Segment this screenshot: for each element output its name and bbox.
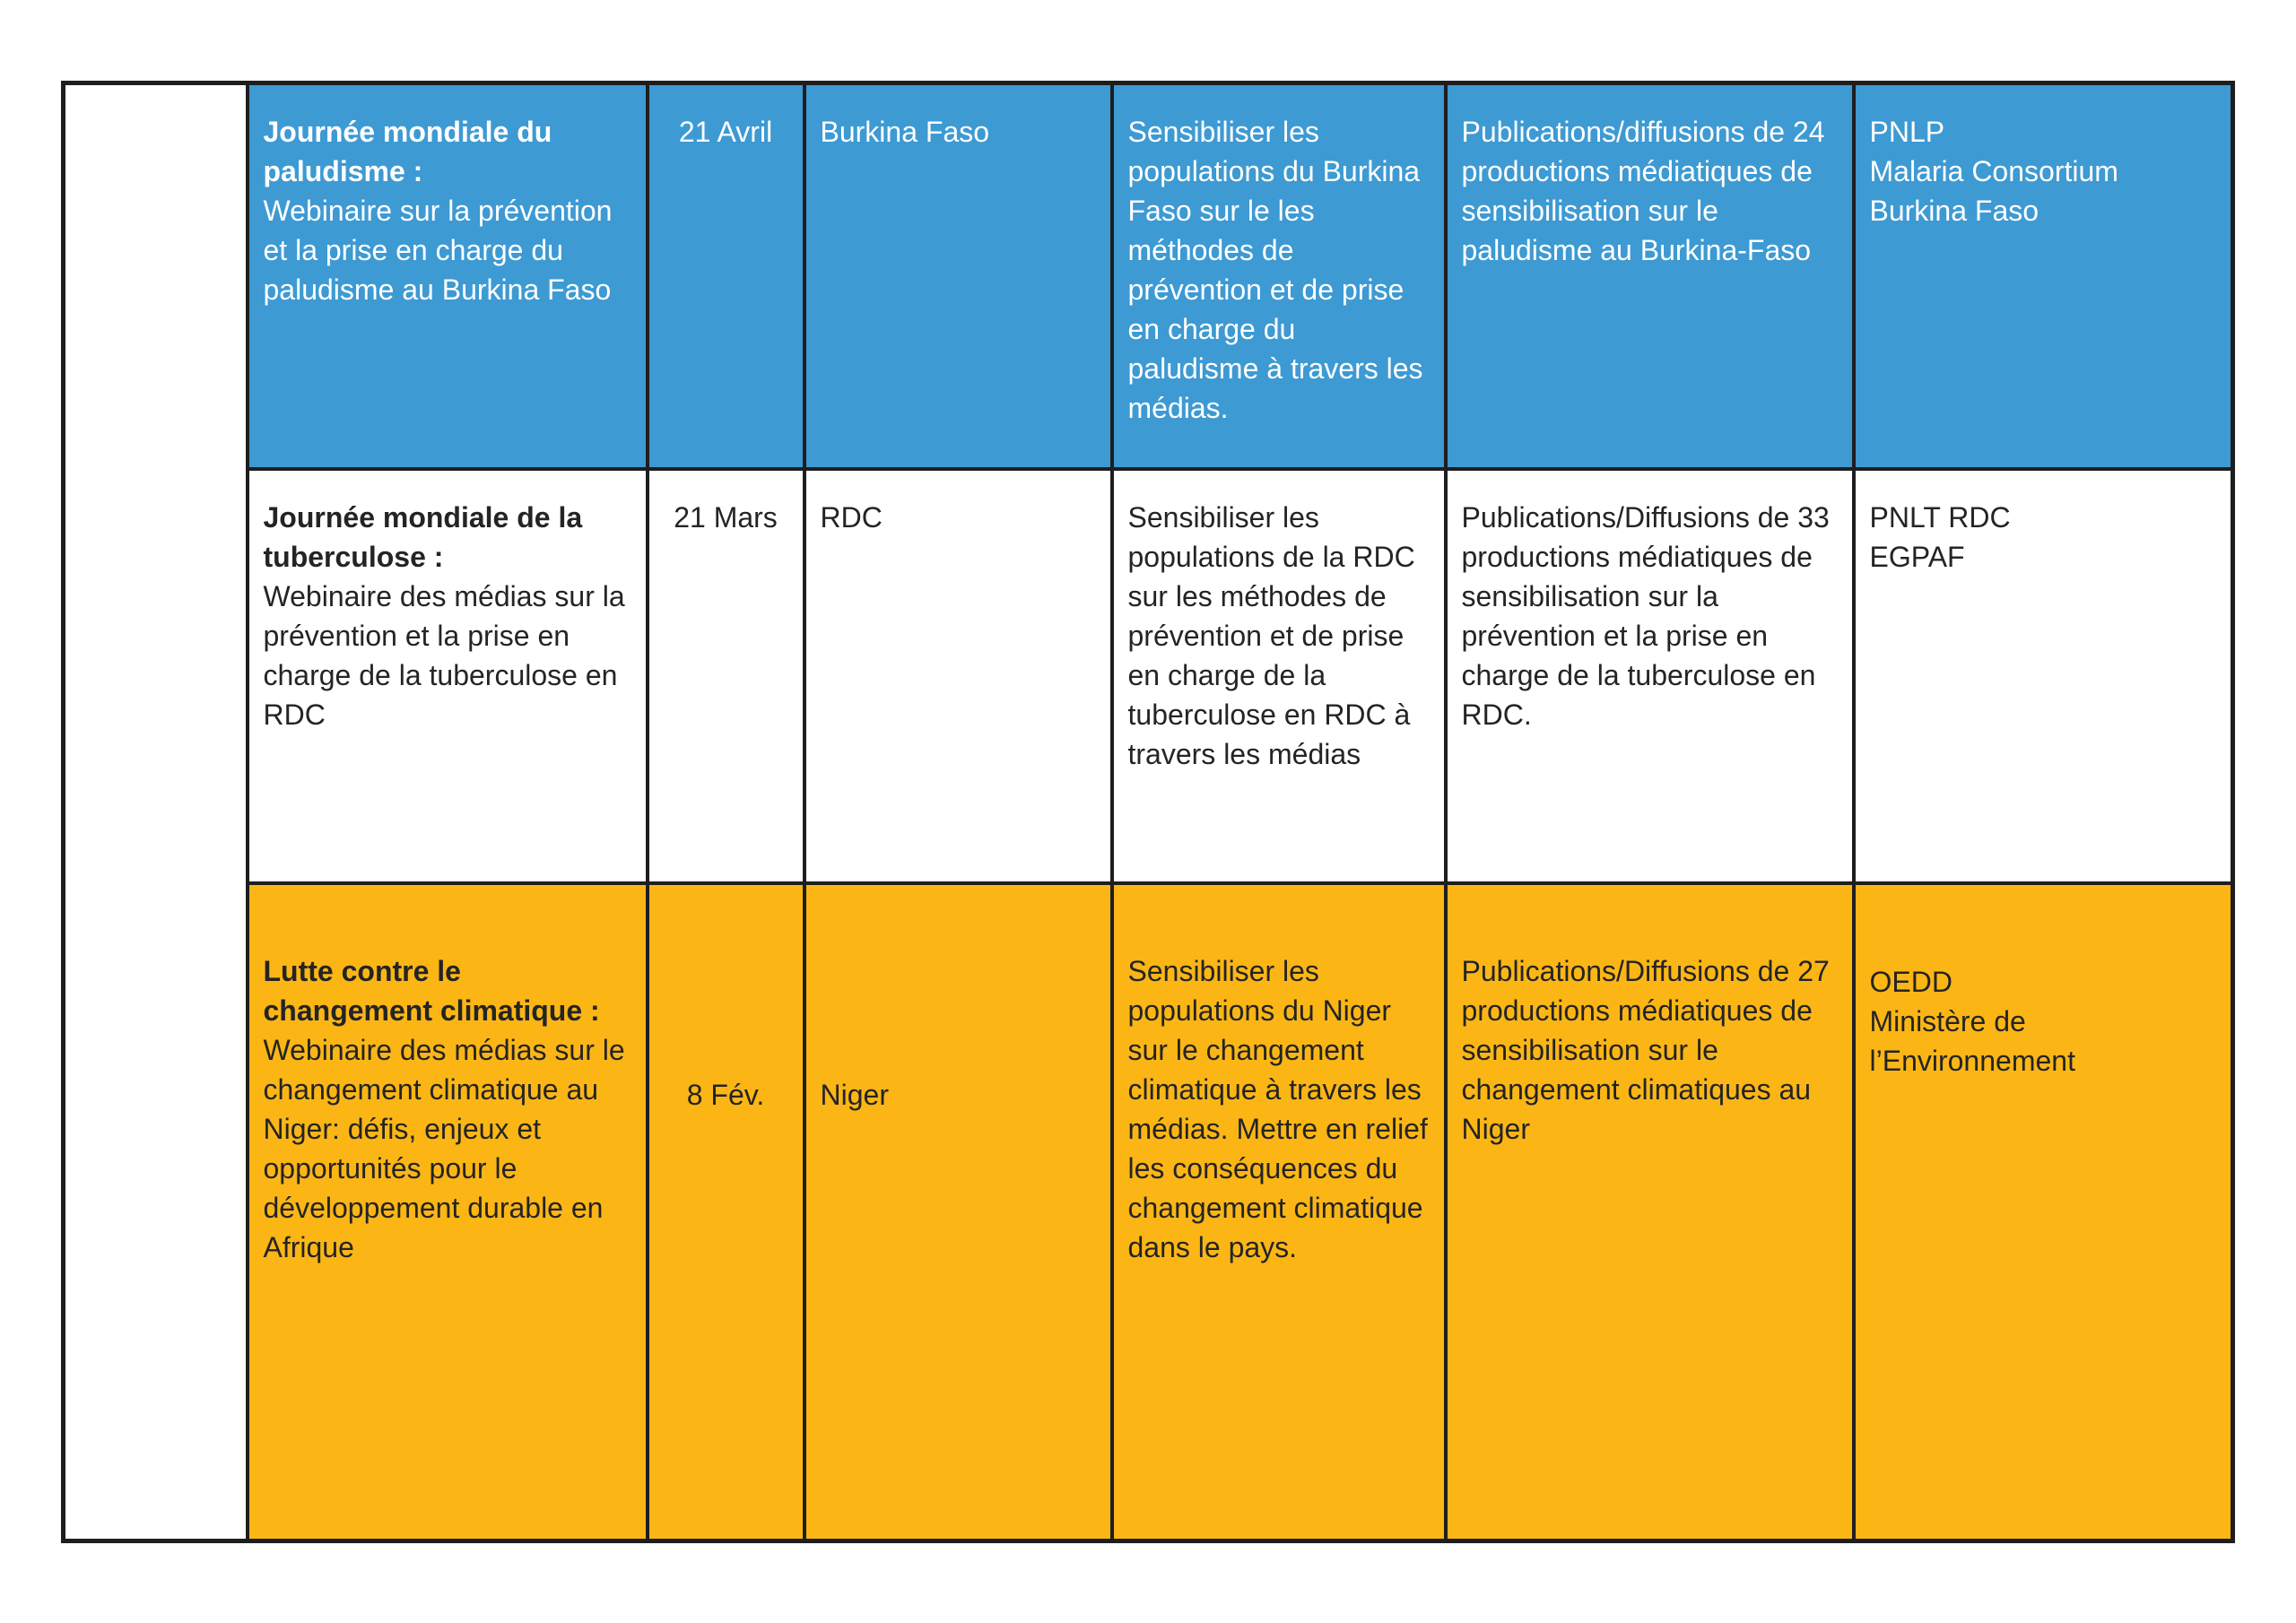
country-cell: Burkina Faso xyxy=(802,81,1114,471)
results-cell: Publications/diffusions de 24 production… xyxy=(1443,81,1856,471)
activity-subtitle: Webinaire des médias sur le changement c… xyxy=(263,1033,625,1263)
partners-cell: PNLT RDC EGPAF xyxy=(1851,466,2235,885)
objective-cell: Sensibiliser les populations du Burkina … xyxy=(1109,81,1448,471)
objective-cell: Sensibiliser les populations de la RDC s… xyxy=(1109,466,1448,885)
activity-title-cell: Lutte contre le changement climatique : … xyxy=(245,881,649,1543)
left-spacer-cell xyxy=(61,81,249,1543)
activity-title: Journée mondiale du paludisme : xyxy=(263,116,552,187)
country-cell: RDC xyxy=(802,466,1114,885)
partners-cell: PNLP Malaria Consortium Burkina Faso xyxy=(1851,81,2235,471)
date-cell: 21 Avril xyxy=(645,81,806,471)
table-row: Journée mondiale de la tuberculose : Web… xyxy=(64,466,2235,885)
activity-title: Journée mondiale de la tuberculose : xyxy=(263,500,583,573)
activity-subtitle: Webinaire sur la prévention et la prise … xyxy=(263,195,613,306)
activities-table: Journée mondiale du paludisme : Webinair… xyxy=(61,81,2235,1543)
activity-title-cell: Journée mondiale du paludisme : Webinair… xyxy=(245,81,649,471)
partners-cell: OEDD Ministère de l’Environnement xyxy=(1851,881,2235,1543)
date-cell: 21 Mars xyxy=(645,466,806,885)
results-cell: Publications/Diffusions de 33 production… xyxy=(1443,466,1856,885)
activity-title: Lutte contre le changement climatique : xyxy=(263,954,600,1027)
results-cell: Publications/Diffusions de 27 production… xyxy=(1443,881,1856,1543)
country-cell: Niger xyxy=(802,881,1114,1543)
table-row: Lutte contre le changement climatique : … xyxy=(64,881,2235,1543)
objective-cell: Sensibiliser les populations du Niger su… xyxy=(1109,881,1448,1543)
activity-title-cell: Journée mondiale de la tuberculose : Web… xyxy=(245,466,649,885)
activity-subtitle: Webinaire des médias sur la prévention e… xyxy=(263,579,625,731)
date-cell: 8 Fév. xyxy=(645,881,806,1543)
table-row: Journée mondiale du paludisme : Webinair… xyxy=(61,81,2235,1543)
